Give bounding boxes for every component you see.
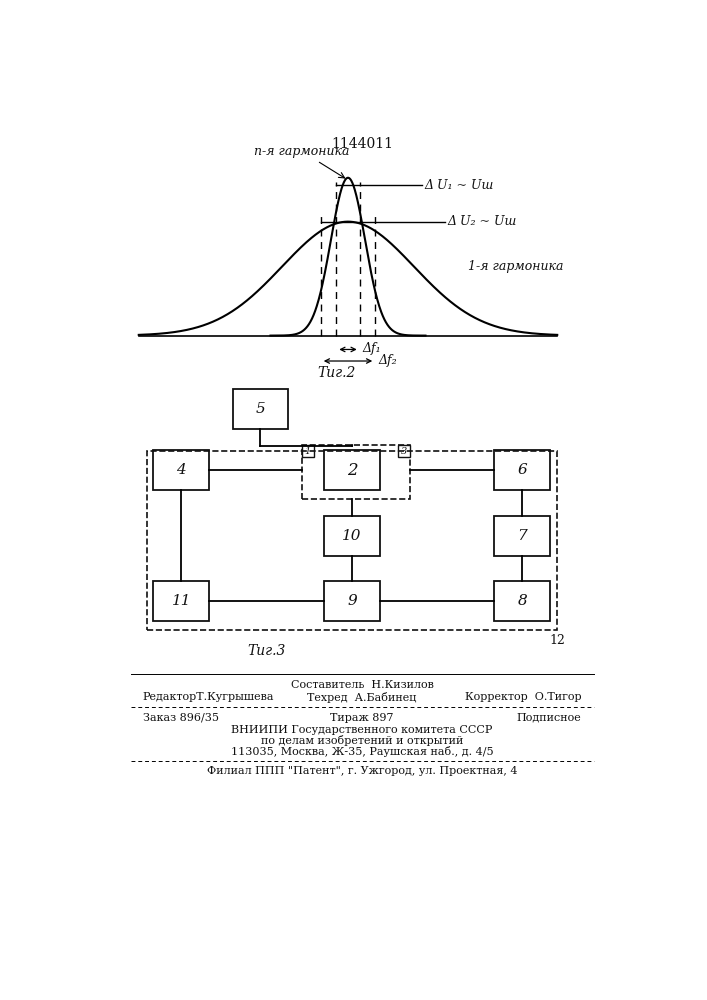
- Bar: [153, 581, 209, 621]
- Text: Корректор  О.Тигор: Корректор О.Тигор: [464, 692, 581, 702]
- Bar: [153, 450, 209, 490]
- Bar: [324, 516, 380, 556]
- Text: 6: 6: [518, 463, 527, 477]
- Text: РедакторТ.Кугрышева: РедакторТ.Кугрышева: [143, 692, 274, 702]
- Bar: [301, 445, 314, 457]
- Text: 2: 2: [346, 462, 357, 479]
- Bar: [494, 581, 550, 621]
- Text: 12: 12: [549, 634, 566, 647]
- Text: n-я гармоника: n-я гармоника: [254, 145, 349, 158]
- Text: Δ U₁ ~ Uш: Δ U₁ ~ Uш: [424, 179, 493, 192]
- Text: Заказ 896/35: Заказ 896/35: [143, 713, 218, 723]
- Bar: [324, 581, 380, 621]
- Bar: [324, 450, 380, 490]
- Bar: [233, 389, 288, 429]
- Text: Подписное: Подписное: [517, 713, 581, 723]
- Text: Техред  А.Бабинец: Техред А.Бабинец: [308, 692, 416, 703]
- Text: Составитель  Н.Кизилов: Составитель Н.Кизилов: [291, 680, 433, 690]
- Text: 5: 5: [255, 402, 265, 416]
- Text: 1: 1: [305, 447, 311, 456]
- Text: Δ U₂ ~ Uш: Δ U₂ ~ Uш: [448, 215, 517, 228]
- Text: Δf₁: Δf₁: [363, 342, 381, 355]
- Text: Τиг.3: Τиг.3: [247, 644, 286, 658]
- Text: 4: 4: [177, 463, 186, 477]
- Text: Δf₂: Δf₂: [378, 354, 397, 367]
- Text: Τиг.2: Τиг.2: [317, 366, 356, 380]
- Bar: [494, 516, 550, 556]
- Bar: [494, 450, 550, 490]
- Text: 7: 7: [518, 529, 527, 543]
- Text: 113035, Москва, Ж-35, Раушская наб., д. 4/5: 113035, Москва, Ж-35, Раушская наб., д. …: [230, 746, 493, 757]
- Text: 1144011: 1144011: [331, 137, 393, 151]
- Text: Тираж 897: Тираж 897: [330, 713, 394, 723]
- Bar: [146, 451, 557, 630]
- Text: по делам изобретений и открытий: по делам изобретений и открытий: [261, 735, 463, 746]
- Text: 11: 11: [172, 594, 191, 608]
- Text: 9: 9: [347, 594, 357, 608]
- Text: 10: 10: [342, 529, 361, 543]
- Text: 8: 8: [518, 594, 527, 608]
- Text: 3: 3: [401, 447, 407, 456]
- Bar: [397, 445, 410, 457]
- Text: ВНИИПИ Государственного комитета СССР: ВНИИПИ Государственного комитета СССР: [231, 725, 493, 735]
- Text: Филиал ППП "Патент", г. Ужгород, ул. Проектная, 4: Филиал ППП "Патент", г. Ужгород, ул. Про…: [206, 766, 518, 776]
- Bar: [301, 445, 410, 499]
- Text: 1-я гармоника: 1-я гармоника: [468, 260, 563, 273]
